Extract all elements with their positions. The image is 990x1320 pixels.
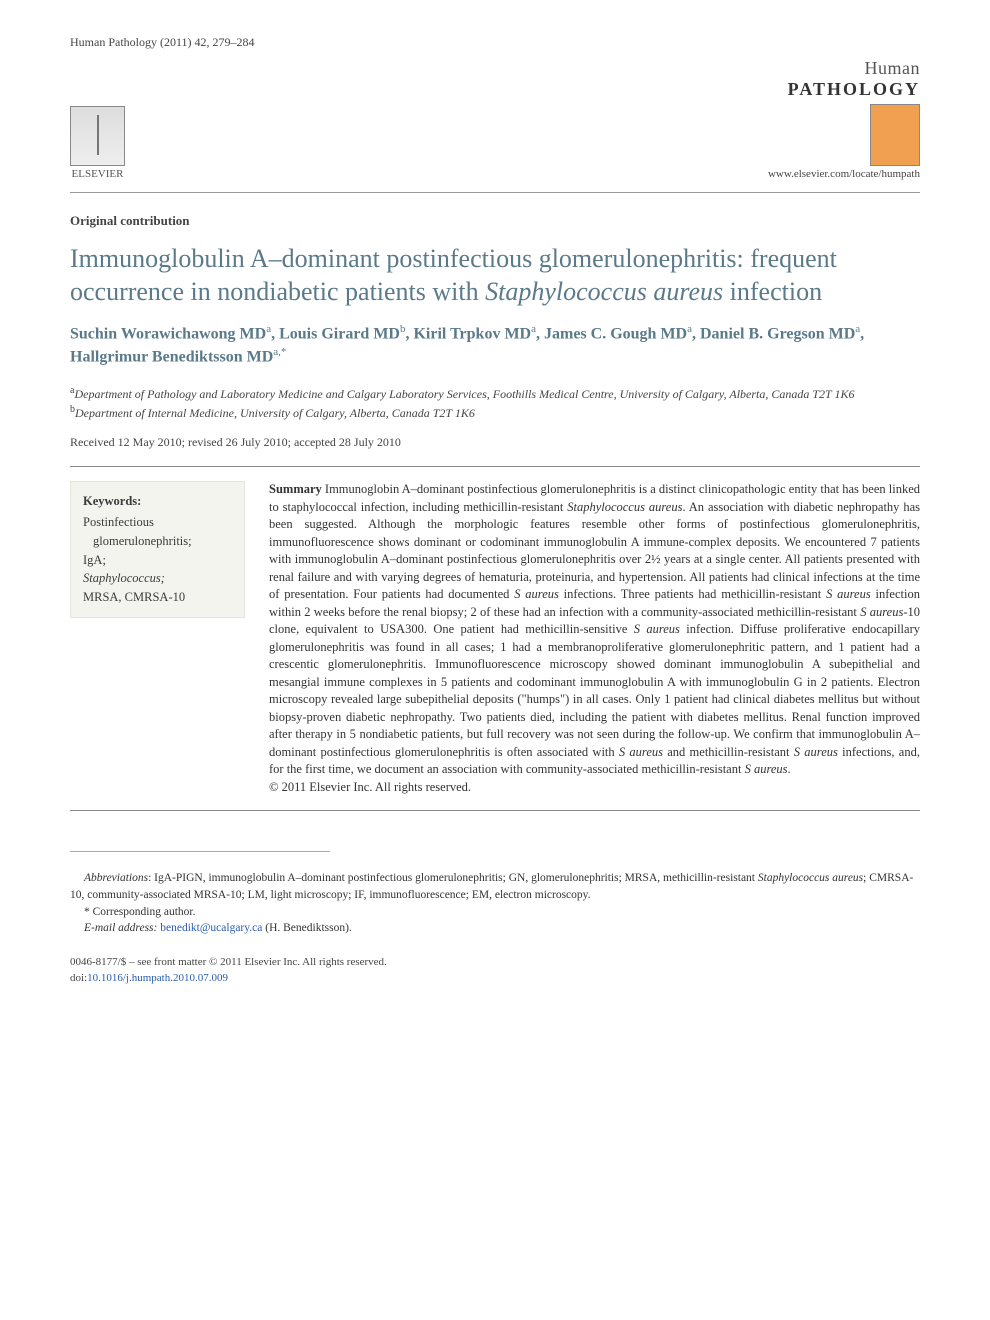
abbreviations-text: : IgA-PIGN, immunoglobulin A–dominant po… bbox=[70, 872, 913, 901]
journal-reference: Human Pathology (2011) 42, 279–284 bbox=[70, 35, 255, 50]
email-label: E-mail address: bbox=[84, 922, 157, 934]
summary-body: Immunoglobin A–dominant postinfectious g… bbox=[269, 482, 920, 776]
footnotes: Abbreviations: IgA-PIGN, immunoglobulin … bbox=[70, 870, 920, 937]
journal-brand-line2: PATHOLOGY bbox=[768, 79, 920, 100]
issn-line: 0046-8177/$ – see front matter © 2011 El… bbox=[70, 955, 920, 970]
affiliation-line: aDepartment of Pathology and Laboratory … bbox=[70, 384, 920, 403]
keyword-item: Postinfectious glomerulonephritis; bbox=[83, 513, 232, 551]
corresponding-author-note: * Corresponding author. bbox=[70, 904, 920, 921]
keywords-heading: Keywords: bbox=[83, 492, 232, 511]
header-logo-row: ELSEVIER Human PATHOLOGY www.elsevier.co… bbox=[70, 58, 920, 193]
keyword-item: MRSA, CMRSA-10 bbox=[83, 588, 232, 607]
doi-label: doi: bbox=[70, 972, 87, 984]
footnote-divider bbox=[70, 851, 330, 852]
authors-list: Suchin Worawichawong MDa, Louis Girard M… bbox=[70, 322, 920, 368]
divider-bottom bbox=[70, 810, 920, 811]
footer-info: 0046-8177/$ – see front matter © 2011 El… bbox=[70, 955, 920, 986]
summary-text: Summary Immunoglobin A–dominant postinfe… bbox=[269, 481, 920, 796]
article-type-label: Original contribution bbox=[70, 213, 920, 229]
keyword-item: Staphylococcus; bbox=[83, 569, 232, 588]
article-title: Immunoglobulin A–dominant postinfectious… bbox=[70, 243, 920, 308]
divider-top bbox=[70, 466, 920, 467]
affiliation-line: bDepartment of Internal Medicine, Univer… bbox=[70, 403, 920, 422]
doi-link[interactable]: 10.1016/j.humpath.2010.07.009 bbox=[87, 972, 228, 984]
summary-heading: Summary bbox=[269, 482, 322, 496]
journal-cover-thumbnail-icon bbox=[870, 104, 920, 166]
journal-brand-line1: Human bbox=[768, 58, 920, 79]
publisher-name: ELSEVIER bbox=[72, 168, 124, 180]
article-dates: Received 12 May 2010; revised 26 July 20… bbox=[70, 435, 920, 450]
publisher-logo: ELSEVIER bbox=[70, 106, 125, 180]
summary-copyright: © 2011 Elsevier Inc. All rights reserved… bbox=[269, 780, 471, 794]
corresponding-email-name: (H. Benediktsson). bbox=[265, 922, 352, 934]
journal-url[interactable]: www.elsevier.com/locate/humpath bbox=[768, 168, 920, 180]
abbreviations-label: Abbreviations bbox=[84, 872, 148, 884]
journal-brand: Human PATHOLOGY www.elsevier.com/locate/… bbox=[768, 58, 920, 180]
title-text-2: infection bbox=[723, 277, 822, 306]
keyword-item: IgA; bbox=[83, 551, 232, 570]
affiliations: aDepartment of Pathology and Laboratory … bbox=[70, 384, 920, 422]
keywords-box: Keywords: Postinfectious glomerulonephri… bbox=[70, 481, 245, 618]
corresponding-email-link[interactable]: benedikt@ucalgary.ca bbox=[160, 922, 262, 934]
elsevier-tree-icon bbox=[70, 106, 125, 166]
title-italic-species: Staphylococcus aureus bbox=[485, 277, 723, 306]
